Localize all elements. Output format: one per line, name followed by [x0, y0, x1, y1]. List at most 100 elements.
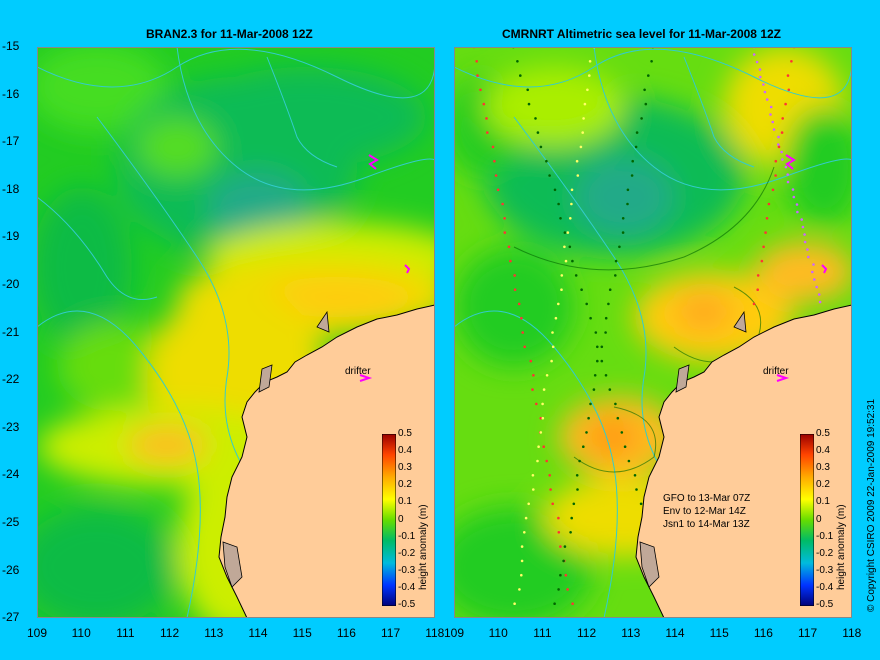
x-tick-label: 113	[621, 626, 641, 640]
track-point	[576, 174, 580, 177]
colorbar-tick-label: -0.5	[816, 599, 834, 610]
track-point	[614, 402, 617, 406]
left-panel-title: BRAN2.3 for 11-Mar-2008 12Z	[146, 27, 313, 41]
track-point	[815, 285, 818, 289]
track-point	[580, 288, 583, 291]
track-point	[784, 102, 787, 106]
track-point	[560, 288, 563, 291]
track-point	[501, 202, 504, 206]
satellite-notes: GFO to 13-Mar 07Z Env to 12-Mar 14Z Jsn1…	[663, 492, 750, 531]
track-point	[476, 74, 479, 77]
x-tick-label: 110	[71, 626, 91, 640]
track-point	[818, 300, 822, 304]
y-tick-label: -23	[2, 419, 20, 434]
track-point	[752, 302, 756, 306]
track-point	[594, 331, 598, 334]
track-point	[800, 218, 803, 221]
track-point	[635, 131, 639, 134]
track-point	[607, 302, 610, 306]
track-point	[807, 255, 810, 259]
track-point	[564, 259, 568, 263]
track-point	[557, 531, 561, 534]
track-point	[762, 83, 765, 86]
track-point	[541, 416, 545, 420]
track-point	[527, 502, 530, 506]
y-tick-label: -15	[2, 39, 20, 53]
track-point	[765, 98, 769, 101]
track-point	[507, 245, 511, 249]
colorbar-tick-label: 0.3	[398, 462, 412, 474]
track-point	[626, 188, 630, 192]
x-tick-label: 109	[443, 626, 465, 640]
colorbar-tick-label: -0.1	[816, 530, 834, 542]
x-tick-label: 115	[292, 626, 312, 640]
colorbar-tick-label: 0.2	[816, 479, 830, 491]
track-point	[604, 316, 608, 320]
colorbar-tick-label: -0.4	[398, 581, 416, 593]
x-tick-label: 114	[665, 626, 685, 640]
x-tick-label: 118	[842, 626, 862, 640]
track-point	[787, 88, 791, 92]
track-point	[568, 245, 572, 249]
track-point	[627, 459, 631, 463]
track-point	[812, 263, 815, 266]
colorbar-tick-label: -0.2	[398, 547, 416, 559]
track-point	[574, 274, 578, 277]
track-point	[496, 188, 500, 192]
track-point	[589, 402, 592, 406]
track-point	[554, 316, 558, 320]
track-point	[529, 359, 533, 363]
y-tick-label: -16	[2, 86, 20, 101]
track-point	[817, 293, 821, 296]
track-point	[570, 188, 574, 192]
track-point	[566, 231, 570, 234]
colorbar-tick-label: 0.2	[398, 479, 412, 491]
track-point	[587, 416, 590, 420]
track-point	[781, 117, 784, 120]
track-point	[532, 374, 535, 377]
y-tick-label: -27	[2, 610, 20, 625]
track-point	[771, 120, 774, 124]
track-point	[774, 174, 777, 177]
track-point	[548, 174, 551, 177]
track-point	[537, 445, 540, 449]
note-gfo: GFO to 13-Mar 07Z	[663, 493, 751, 504]
y-tick-label: -20	[2, 277, 20, 291]
track-point	[582, 445, 585, 449]
colorbar-tick-label: -0.2	[816, 547, 834, 559]
track-point	[564, 573, 568, 577]
right-drifter-label: drifter	[763, 366, 789, 377]
track-point	[772, 128, 776, 131]
track-point	[557, 302, 560, 306]
track-point	[526, 88, 529, 92]
track-point	[531, 474, 535, 477]
y-tick-label: -18	[2, 181, 20, 196]
track-point	[562, 559, 565, 563]
track-point	[475, 60, 478, 63]
track-point	[563, 231, 567, 234]
colorbar-tick-label: -0.5	[398, 599, 416, 610]
track-point	[796, 210, 799, 214]
track-point	[491, 145, 495, 149]
track-point	[572, 502, 576, 506]
track-point	[780, 131, 784, 134]
track-point	[604, 331, 607, 334]
track-point	[570, 516, 573, 520]
x-tick-label: 118	[425, 626, 445, 640]
x-tick-label: 111	[116, 626, 135, 640]
y-tick-label: -25	[2, 515, 20, 529]
track-point	[576, 488, 579, 491]
track-point	[523, 531, 526, 534]
track-point	[777, 145, 781, 149]
track-point	[767, 202, 771, 206]
track-point	[596, 359, 599, 363]
track-point	[600, 359, 604, 363]
coastline-land	[218, 304, 435, 618]
track-point	[513, 602, 516, 605]
track-point	[536, 459, 539, 463]
track-point	[806, 248, 809, 251]
track-point	[503, 231, 507, 234]
track-point	[559, 545, 562, 548]
colorbar-tick-label: -0.1	[398, 530, 416, 542]
